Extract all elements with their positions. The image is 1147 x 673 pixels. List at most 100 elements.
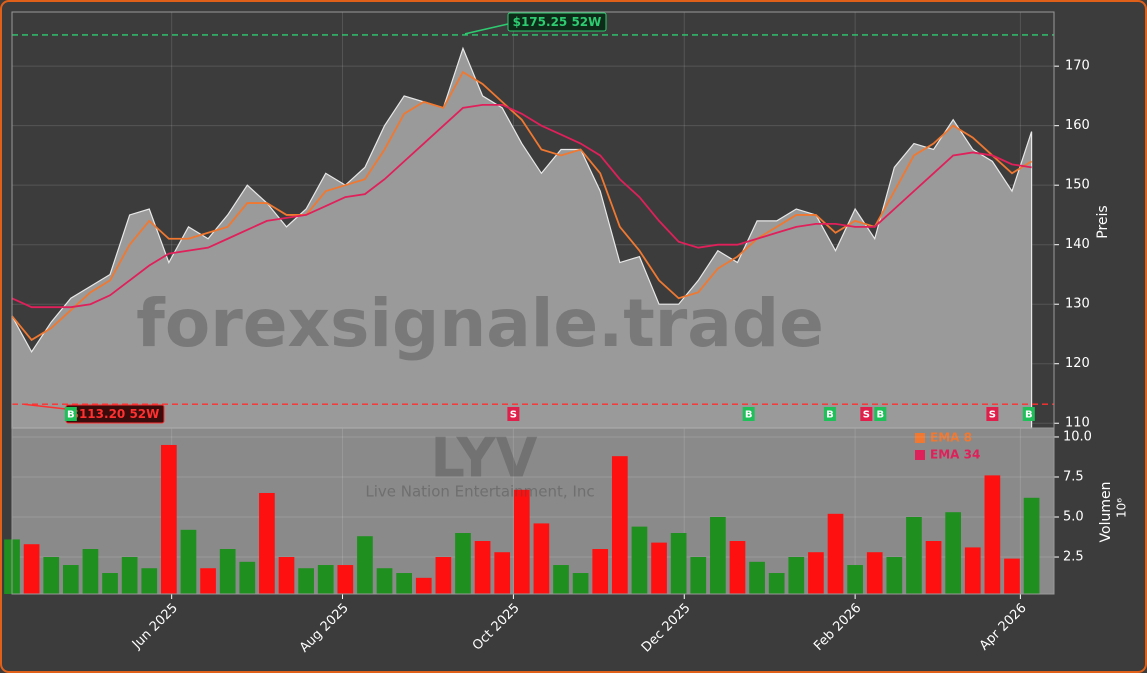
volume-bar xyxy=(651,542,667,594)
volume-bar xyxy=(749,561,765,594)
signal-marker xyxy=(1022,407,1035,421)
signal-label: S xyxy=(863,410,870,421)
y-tick-label: 5.0 xyxy=(1063,510,1084,525)
signal-marker xyxy=(823,407,836,421)
ema-line xyxy=(11,70,1033,342)
volume-bar xyxy=(43,557,60,594)
volume-bar xyxy=(984,475,1001,594)
volume-bar xyxy=(455,533,471,594)
volume-bar xyxy=(631,526,648,594)
volume-bar xyxy=(141,568,158,594)
y-tick-label: 170 xyxy=(1065,59,1090,74)
volume-bar xyxy=(317,565,334,594)
signal-marker xyxy=(507,407,520,421)
volume-bar xyxy=(474,541,491,594)
volume-bar xyxy=(82,549,99,594)
volume-bar xyxy=(906,517,922,594)
legend-swatch xyxy=(915,433,925,443)
volume-bar xyxy=(768,573,785,594)
y-tick-label: 150 xyxy=(1065,178,1090,193)
signal-marker xyxy=(64,407,77,421)
watermark: forexsignale.trade xyxy=(136,285,824,362)
y-tick-label: 2.5 xyxy=(1063,550,1084,565)
volume-bar xyxy=(533,523,550,594)
signal-marker xyxy=(986,407,999,421)
legend-label: EMA 34 xyxy=(930,448,980,462)
ticker: LYV xyxy=(431,427,538,490)
signal-marker xyxy=(860,407,873,421)
volume-bar xyxy=(278,557,295,594)
arrow xyxy=(464,23,509,35)
plot-layer: 110 120 130 140 150 160 170 $175.25 52W $113.20 … xyxy=(4,12,1092,656)
y-tick-label: 140 xyxy=(1065,237,1090,252)
volume-bar xyxy=(847,565,863,594)
signal-marker xyxy=(874,407,887,421)
signal-label: S xyxy=(989,410,996,421)
y-tick-label: 110 xyxy=(1065,416,1090,431)
y-tick-label: 160 xyxy=(1065,118,1090,133)
volume-bar xyxy=(827,513,844,594)
volume-bar xyxy=(611,456,628,594)
volume-bar xyxy=(964,547,981,594)
volume-bar xyxy=(239,561,256,594)
volume-bar xyxy=(161,444,177,594)
volume-frame xyxy=(11,427,1055,595)
volume-bar xyxy=(710,517,726,594)
volume-bar xyxy=(1004,558,1020,594)
volume-bar xyxy=(435,557,452,594)
volume-bar xyxy=(866,552,883,594)
volume-bar xyxy=(572,573,589,594)
y-label: Volumen xyxy=(1098,482,1114,543)
volume-bar xyxy=(259,492,275,594)
volume-bar xyxy=(690,557,707,594)
signal-label: B xyxy=(745,410,753,421)
volume-bar xyxy=(298,568,314,594)
volume-bar xyxy=(357,536,373,594)
volume-bar xyxy=(62,565,79,594)
volume-bar xyxy=(925,541,942,594)
volume-bar xyxy=(945,512,962,594)
y-scale: 10⁶ xyxy=(1115,498,1129,518)
volume-bar xyxy=(494,552,511,594)
y-tick-label: 7.5 xyxy=(1063,469,1084,484)
low-52w-label: $113.20 52W xyxy=(71,407,160,421)
volume-bar xyxy=(337,565,354,594)
y-label: Preis xyxy=(1095,205,1111,238)
volume-bar xyxy=(121,557,138,594)
arrow xyxy=(23,403,67,410)
volume-bar xyxy=(180,529,197,594)
legend-swatch xyxy=(915,450,925,460)
signal-marker xyxy=(742,407,755,421)
volume-bar xyxy=(592,549,609,594)
y-tick-label: 130 xyxy=(1065,297,1090,312)
volume-bar xyxy=(415,577,432,594)
ema-line xyxy=(11,103,1032,309)
volume-bar xyxy=(23,544,40,594)
signal-label: B xyxy=(1025,410,1033,421)
volume-bar xyxy=(788,557,805,594)
volume-bar xyxy=(102,573,118,594)
volume-bar xyxy=(886,557,903,594)
volume-bar xyxy=(376,568,393,594)
volume-bar xyxy=(808,552,824,594)
y-tick-label: 10.0 xyxy=(1063,429,1092,444)
volume-bar xyxy=(219,549,236,594)
high-52w-label: $175.25 52W xyxy=(513,15,602,29)
company: Live Nation Entertainment, Inc xyxy=(365,483,594,501)
volume-bar xyxy=(513,489,530,594)
volume-bar xyxy=(729,541,746,594)
legend-label: EMA 8 xyxy=(930,431,972,445)
signal-label: S xyxy=(510,410,517,421)
volume-bar xyxy=(200,568,216,594)
volume-bar xyxy=(553,565,569,594)
volume-bar xyxy=(1023,497,1040,594)
volume-bar xyxy=(396,573,412,594)
y-tick-label: 120 xyxy=(1065,356,1090,371)
signal-label: B xyxy=(67,410,75,421)
label-box xyxy=(507,12,607,32)
price-area xyxy=(11,46,1033,429)
signal-label: B xyxy=(826,410,834,421)
signal-label: B xyxy=(877,410,885,421)
